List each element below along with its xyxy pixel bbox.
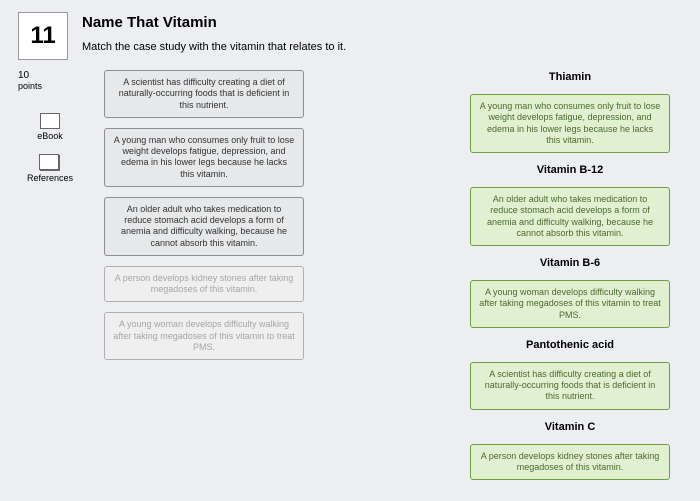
sidebar-item-label: eBook <box>18 131 82 141</box>
dropped-card[interactable]: A person develops kidney stones after ta… <box>470 444 670 481</box>
draggable-card[interactable]: A person develops kidney stones after ta… <box>104 266 304 303</box>
target-column: Thiamin A young man who consumes only fru… <box>470 70 670 480</box>
vitamin-label: Thiamin <box>470 71 670 83</box>
sidebar: 10 points eBook References <box>18 70 82 480</box>
draggable-card[interactable]: An older adult who takes medication to r… <box>104 197 304 256</box>
instruction-text: Match the case study with the vitamin th… <box>82 41 346 53</box>
dropped-card[interactable]: A young woman develops difficulty walkin… <box>470 280 670 328</box>
dropped-card[interactable]: A scientist has difficulty creating a di… <box>470 362 670 410</box>
vitamin-label: Vitamin B-12 <box>470 164 670 176</box>
ebook-icon <box>40 113 60 129</box>
question-number: 11 <box>18 12 68 60</box>
vitamin-label: Vitamin B-6 <box>470 257 670 269</box>
dropped-card[interactable]: A young man who consumes only fruit to l… <box>470 94 670 153</box>
draggable-card[interactable]: A young man who consumes only fruit to l… <box>104 128 304 187</box>
source-cards-column: A scientist has difficulty creating a di… <box>104 70 304 480</box>
points-label: points <box>18 81 82 91</box>
dropped-card[interactable]: An older adult who takes medication to r… <box>470 187 670 246</box>
vitamin-label: Pantothenic acid <box>470 339 670 351</box>
draggable-card[interactable]: A young woman develops difficulty walkin… <box>104 312 304 360</box>
page-title: Name That Vitamin <box>82 14 346 31</box>
sidebar-item-references[interactable]: References <box>18 155 82 183</box>
references-icon <box>40 155 60 171</box>
points-value: 10 <box>18 70 82 81</box>
sidebar-item-label: References <box>18 173 82 183</box>
vitamin-label: Vitamin C <box>470 421 670 433</box>
sidebar-item-ebook[interactable]: eBook <box>18 113 82 141</box>
draggable-card[interactable]: A scientist has difficulty creating a di… <box>104 70 304 118</box>
